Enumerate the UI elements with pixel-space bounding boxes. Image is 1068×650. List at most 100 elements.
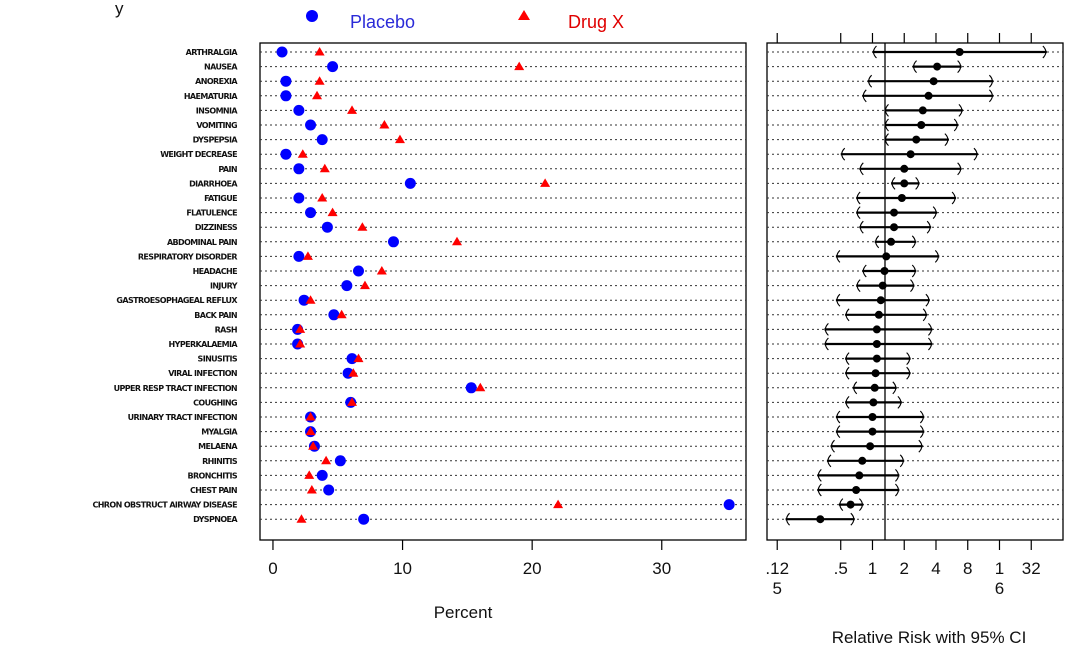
percent-panel: 0 10 20 30 ARTHRALGIA NAUSEA ANOREXIA HAEMATUR… xyxy=(92,42,747,622)
rr-point xyxy=(897,194,906,202)
ci-low-bracket xyxy=(884,104,889,117)
drug-point xyxy=(357,222,368,231)
rr-interval xyxy=(845,396,902,409)
placebo-point xyxy=(327,61,339,73)
rr-point xyxy=(871,369,880,378)
placebo-point xyxy=(316,469,328,481)
legend-drug-marker xyxy=(518,10,530,20)
drug-point xyxy=(319,163,330,173)
category-label: BACK PAIN xyxy=(194,311,237,320)
drug-point xyxy=(514,61,525,71)
category-label: NAUSEA xyxy=(204,63,238,72)
category-label: WEIGHT DECREASE xyxy=(160,150,237,159)
category-label: CHRON OBSTRUCT AIRWAY DISEASE xyxy=(92,501,237,510)
rr-point xyxy=(878,281,887,290)
ci-high-bracket xyxy=(858,498,863,511)
drug-point xyxy=(297,149,308,158)
ci-high-bracket xyxy=(895,469,899,482)
drug-point xyxy=(314,47,325,56)
rr-point xyxy=(869,398,878,407)
rr-interval xyxy=(884,118,959,132)
rr-point xyxy=(890,208,899,217)
ci-low-bracket xyxy=(786,512,790,526)
placebo-point xyxy=(723,499,735,511)
placebo-point xyxy=(323,484,335,496)
placebo-point xyxy=(341,280,353,292)
placebo-point xyxy=(276,46,288,58)
ci-low-bracket xyxy=(845,352,850,365)
rr-interval xyxy=(856,206,938,219)
ci-high-bracket xyxy=(932,206,937,219)
category-label: SINUSITIS xyxy=(198,355,238,364)
category-label: ABDOMINAL PAIN xyxy=(167,238,237,247)
drug-point xyxy=(353,353,364,363)
ci-high-bracket xyxy=(928,323,932,336)
drug-point xyxy=(305,426,316,436)
category-label: MELAENA xyxy=(198,442,238,451)
rr-x-tick-label: 2 xyxy=(900,559,909,578)
ci-low-bracket xyxy=(856,191,861,205)
ci-high-bracket xyxy=(928,337,932,351)
ci-high-bracket xyxy=(899,454,904,468)
rr-point xyxy=(868,427,877,436)
x-tick-label: 20 xyxy=(523,559,542,578)
category-label: DYSPNOEA xyxy=(193,515,238,524)
drug-point xyxy=(336,309,347,319)
category-label: HAEMATURIA xyxy=(184,92,239,101)
rr-point xyxy=(876,296,885,305)
ci-high-bracket xyxy=(922,308,927,322)
category-labels: ARTHRALGIA NAUSEA ANOREXIA HAEMATURIA INSOMN… xyxy=(92,48,239,524)
ci-high-bracket xyxy=(988,89,993,103)
ci-low-bracket xyxy=(859,162,864,176)
drug-point xyxy=(540,178,551,187)
category-label: RHINITIS xyxy=(202,457,238,466)
placebo-point xyxy=(328,309,340,321)
category-label: DIZZINESS xyxy=(195,223,238,232)
drug-point xyxy=(308,441,319,450)
drug-point xyxy=(359,280,370,290)
rr-x-tick-label: .12 5 xyxy=(765,559,789,598)
ci-high-bracket xyxy=(911,264,916,278)
ci-high-bracket xyxy=(918,439,923,453)
placebo-point xyxy=(305,119,317,131)
rr-interval xyxy=(824,323,933,336)
ci-low-bracket xyxy=(836,410,841,424)
ci-high-bracket xyxy=(919,410,924,424)
category-label: VOMITING xyxy=(196,121,237,130)
ci-low-bracket xyxy=(845,308,850,322)
rr-x-tick-label: 1 xyxy=(868,559,877,578)
rr-x-tick-label: .5 xyxy=(834,559,848,578)
ci-high-bracket xyxy=(919,425,924,438)
rr-interval xyxy=(872,45,1047,59)
percent-axis-title: Percent xyxy=(434,603,493,622)
rr-gridlines xyxy=(767,51,1063,520)
rr-intervals xyxy=(785,45,1047,526)
ci-high-bracket xyxy=(1042,45,1047,59)
ci-low-bracket xyxy=(868,74,873,88)
ci-high-bracket xyxy=(944,133,949,146)
rr-point xyxy=(868,413,877,421)
rr-interval xyxy=(824,337,933,351)
category-label: FLATULENCE xyxy=(186,209,237,218)
ci-high-bracket xyxy=(934,250,939,263)
rr-ticks: .12 5 .5 1 2 4 8 1 6 32 xyxy=(765,33,1041,598)
category-label: PAIN xyxy=(218,165,237,174)
legend: Placebo Drug X xyxy=(306,10,624,32)
rr-point xyxy=(866,442,875,451)
rr-point xyxy=(872,325,881,334)
placebo-point xyxy=(404,177,416,189)
rr-point xyxy=(870,383,879,392)
category-label: ANOREXIA xyxy=(195,77,238,86)
drug-point xyxy=(295,339,306,348)
ci-low-bracket xyxy=(884,133,889,146)
legend-placebo-marker xyxy=(306,10,318,22)
legend-placebo-label: Placebo xyxy=(350,12,415,32)
drug-point xyxy=(304,470,315,479)
ci-high-bracket xyxy=(973,147,978,161)
placebo-point xyxy=(321,221,333,233)
drug-point xyxy=(347,397,358,406)
placebo-point xyxy=(280,90,292,102)
drug-point xyxy=(305,295,316,304)
ci-low-bracket xyxy=(856,206,861,219)
